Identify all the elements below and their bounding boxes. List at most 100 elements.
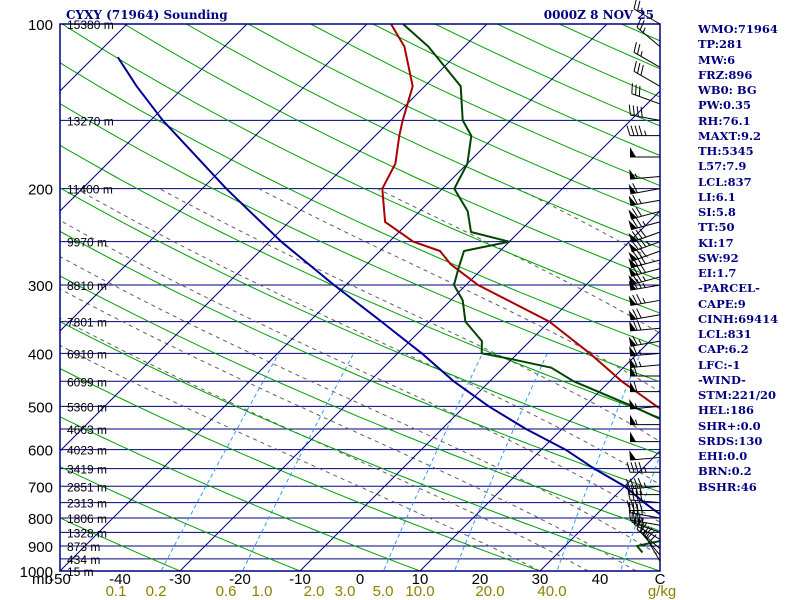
mixing-ratio-label: 0.6	[216, 583, 237, 600]
wind-barb-flag	[646, 530, 655, 540]
pressure-tick-label: 900	[28, 539, 53, 556]
wind-barb	[626, 484, 660, 496]
temperature-tick-label: 20	[472, 571, 489, 588]
wind-barb-half-flag	[642, 282, 646, 288]
wind-barb-flag	[628, 502, 631, 513]
mixing-ratio-label: 2.0	[304, 583, 325, 600]
dry-adiabat	[60, 187, 660, 455]
wind-barb-pennant	[628, 310, 637, 320]
wind-barb-flag	[632, 105, 635, 116]
isotherm-line	[60, 24, 488, 452]
wind-barb-flag	[636, 320, 642, 331]
mixing-ratio-label: 10.0	[405, 583, 434, 600]
wind-barb-half-flag	[642, 276, 646, 282]
wind-barb	[628, 207, 661, 220]
index-item: BSHR:46	[698, 479, 757, 494]
wind-barb-staff	[630, 485, 661, 490]
stability-indices-list: WMO:71964 TP:281 MW:6 FRZ:896 WB0: BG PW:0.35…	[698, 22, 798, 495]
wind-barb-flag	[631, 218, 639, 229]
temperature-profile	[381, 24, 660, 410]
wind-barb-flag	[634, 500, 639, 511]
wind-barb-flag	[632, 294, 638, 305]
wind-barb-flag	[633, 381, 638, 392]
wind-barb-flag	[636, 44, 641, 55]
temperature-tick-label: -40	[109, 571, 131, 588]
pressure-tick-label: 500	[28, 399, 53, 416]
isotherm-line	[179, 90, 660, 571]
wind-barb	[631, 83, 661, 105]
sounding-profiles	[116, 24, 660, 554]
wind-barb-flag	[636, 308, 642, 319]
wind-barb-flag	[632, 357, 638, 368]
wind-barb	[633, 0, 661, 25]
wind-barb-flag	[631, 231, 639, 241]
mixing-ratio-label: g/kg	[648, 583, 676, 600]
height-labels: 15380 m 13270 m 11400 m 9970 m 8810 m 7801 m 6…	[67, 18, 114, 579]
mixing-ratio-line	[556, 353, 641, 571]
mixing-ratio-label: 5.0	[373, 583, 394, 600]
wind-barb	[629, 169, 661, 180]
index-item: LI:6.1	[698, 189, 736, 204]
wind-barb-staff	[633, 51, 661, 68]
isotherm-grid	[60, 24, 660, 571]
wind-barb-staff	[630, 499, 661, 504]
pressure-tick-label: 600	[28, 443, 53, 460]
wind-barb	[628, 194, 661, 206]
height-label: 434 m	[67, 553, 100, 567]
wind-barb	[626, 462, 660, 473]
wind-barb-flag	[628, 104, 631, 116]
index-item: PW:0.35	[698, 98, 752, 113]
height-label: 2313 m	[67, 497, 107, 511]
wind-barb	[628, 335, 661, 347]
wind-barb-flag	[639, 238, 647, 248]
index-item: LCL:831	[698, 327, 752, 341]
wind-barb	[628, 509, 661, 526]
wind-barb-pennant	[628, 184, 637, 194]
wind-barb	[628, 238, 661, 253]
dry-adiabat	[123, 24, 660, 281]
wind-barb-half-flag	[634, 173, 638, 179]
wind-barb	[626, 500, 660, 511]
wind-barb-staff	[636, 528, 661, 549]
height-label: 5360 m	[67, 400, 107, 414]
wind-barb-flag	[626, 500, 631, 511]
index-item: CINH:69414	[698, 311, 779, 326]
index-item: TP:281	[698, 37, 744, 52]
wind-barb	[629, 345, 661, 357]
wind-barb-flag	[640, 106, 643, 118]
height-label: 2851 m	[67, 480, 107, 494]
height-label: 9970 m	[67, 236, 107, 250]
index-item: FRZ:896	[698, 67, 753, 82]
height-label: 6099 m	[67, 375, 107, 389]
wind-barb-flag	[636, 511, 639, 522]
wind-barb-flag	[636, 294, 642, 304]
wind-barb-pennant	[628, 266, 637, 277]
wind-barb-half-flag	[635, 419, 638, 425]
index-item: RH:76.1	[698, 113, 751, 128]
temperature-tick-label: 0	[356, 571, 364, 588]
wind-barb-flag	[630, 462, 635, 473]
temperature-tick-label: 30	[532, 571, 549, 588]
wind-barb-half-flag	[640, 7, 643, 14]
pressure-tick-label: 700	[28, 479, 53, 496]
pressure-tick-label: 300	[28, 278, 53, 295]
wind-barb-flag	[635, 229, 643, 239]
height-label: 6910 m	[67, 347, 107, 361]
wind-barb-half-flag	[642, 27, 646, 33]
index-item: TT:50	[698, 220, 735, 235]
wind-barb-half-flag	[638, 361, 642, 367]
mixing-ratio-label: 0.1	[106, 583, 127, 600]
mixing-ratio-line	[241, 353, 355, 571]
wind-barb-flag	[633, 61, 637, 72]
wind-barb	[633, 42, 661, 68]
mixing-ratio-label: 1.0	[252, 583, 273, 600]
pressure-tick-label: 100	[28, 17, 53, 34]
wind-barb-flag	[625, 478, 631, 490]
index-item: HEL:186	[698, 403, 754, 418]
wind-barb-flag	[633, 478, 639, 489]
wind-barb-flag	[628, 509, 631, 521]
wind-barb	[628, 104, 661, 121]
dry-adiabat	[60, 103, 660, 383]
wind-barb-pennant	[629, 450, 637, 461]
